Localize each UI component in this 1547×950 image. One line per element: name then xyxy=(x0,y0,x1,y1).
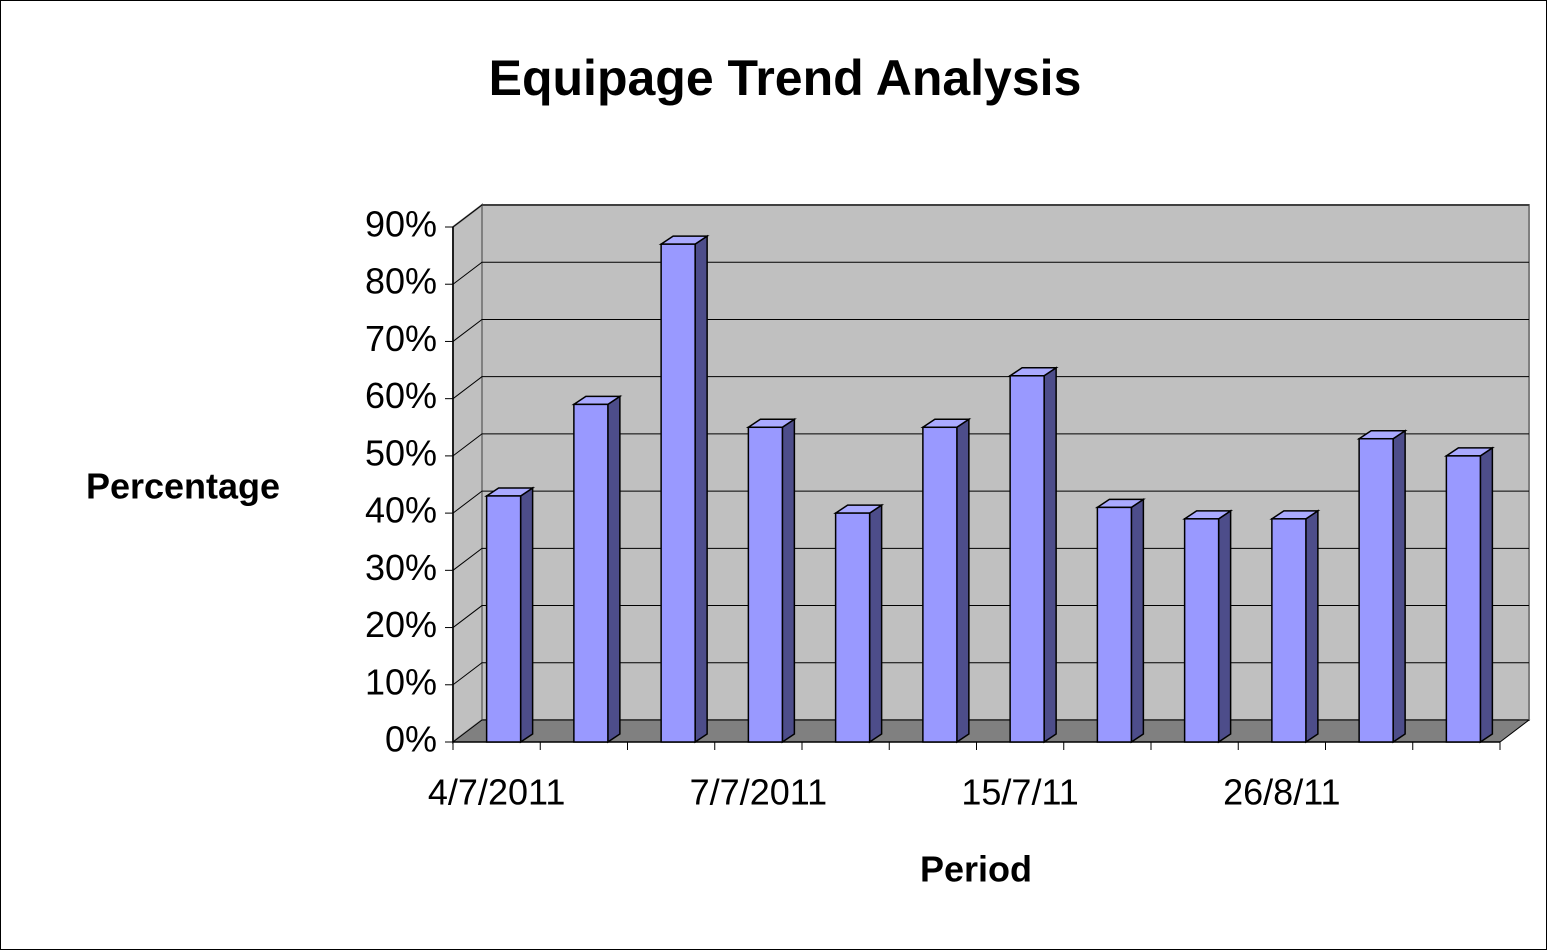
x-tick-label: 26/8/11 xyxy=(1223,772,1340,813)
grid-line xyxy=(452,318,1529,342)
y-tick-label: 80% xyxy=(365,261,437,302)
x-tick-label: 4/7/2011 xyxy=(428,772,565,813)
bar-side xyxy=(1392,429,1406,744)
bar xyxy=(1183,518,1220,743)
bar xyxy=(1009,375,1045,743)
x-tick-label: 7/7/2011 xyxy=(690,772,827,813)
y-tick-label: 60% xyxy=(365,375,437,416)
x-axis-label: Period xyxy=(920,849,1032,890)
grid-line xyxy=(452,376,1529,400)
bar-side xyxy=(1043,366,1057,744)
y-tick-label: 10% xyxy=(365,661,437,702)
bar-side xyxy=(519,486,534,744)
chart-title: Equipage Trend Analysis xyxy=(489,50,1082,106)
grid-line xyxy=(452,204,1529,228)
bar xyxy=(660,243,696,743)
bar-side xyxy=(781,417,796,744)
bar xyxy=(922,426,958,743)
y-axis-label: Percentage xyxy=(86,466,280,507)
bar-side xyxy=(1305,509,1319,744)
floor-edge xyxy=(1499,719,1530,743)
y-tick-label: 90% xyxy=(365,204,437,245)
grid-line xyxy=(452,662,1529,686)
y-tick-label: 20% xyxy=(365,604,437,645)
x-tick-label: 15/7/11 xyxy=(961,772,1078,813)
bar xyxy=(485,495,522,743)
bar xyxy=(834,512,871,743)
grid-line xyxy=(452,261,1529,285)
y-tick-label: 70% xyxy=(365,318,437,359)
bar-side xyxy=(868,503,883,744)
bar-side xyxy=(1130,497,1145,744)
bar xyxy=(1096,506,1133,743)
y-tick-label: 30% xyxy=(365,547,437,588)
y-tick-label: 50% xyxy=(365,432,437,473)
bar-side xyxy=(607,394,621,744)
bar xyxy=(1358,437,1394,743)
y-tick-label: 0% xyxy=(385,719,437,760)
bar-side xyxy=(1217,509,1232,744)
grid-line xyxy=(452,605,1529,628)
bar-side xyxy=(956,417,970,744)
bar xyxy=(573,403,609,743)
bar xyxy=(747,426,784,743)
bar xyxy=(1445,455,1482,743)
side-wall xyxy=(452,202,483,745)
bar-side xyxy=(1479,446,1494,744)
grid-line xyxy=(452,547,1529,571)
grid-line xyxy=(452,433,1529,457)
bar-side xyxy=(694,234,708,744)
grid-line xyxy=(452,719,1529,743)
grid-line xyxy=(452,490,1529,514)
bar xyxy=(1271,518,1307,743)
y-tick-label: 40% xyxy=(365,490,437,531)
